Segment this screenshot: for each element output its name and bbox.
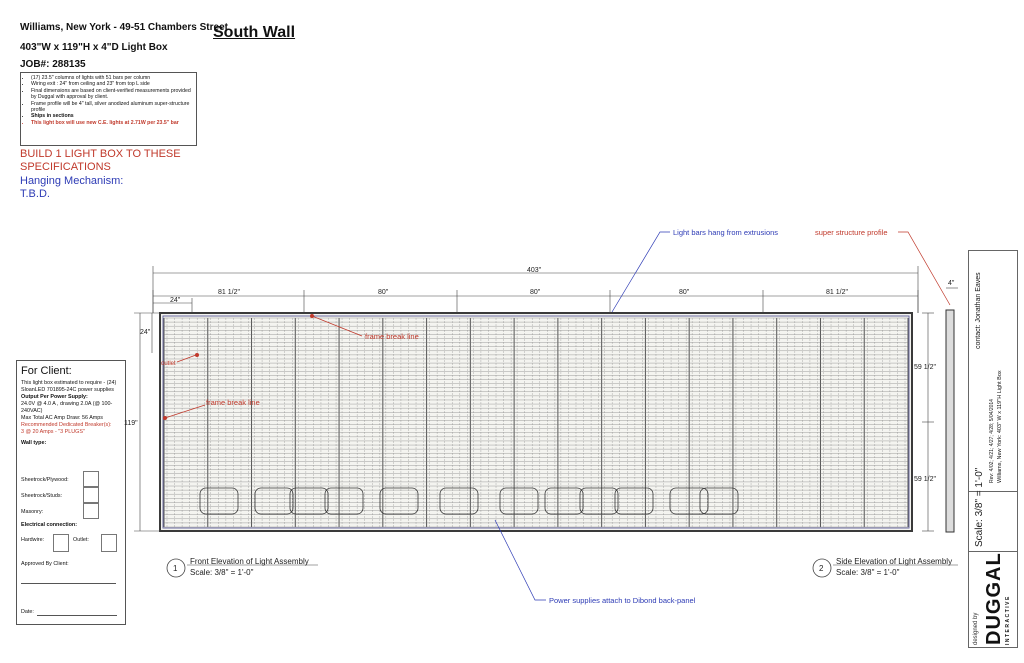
sheetrock-studs-label: Sheetrock/Studs:	[21, 493, 63, 499]
power-supplies-callout: Power supplies attach to Dibond back-pan…	[549, 596, 696, 605]
max-draw: Max Total AC Amp Draw: 56 Amps	[21, 415, 103, 421]
power-supply	[254, 487, 294, 515]
view-2-label: Side Elevation of Light Assembly	[836, 557, 952, 566]
view-2-scale: Scale: 3/8" = 1'-0"	[836, 568, 900, 577]
hanging-label: Hanging Mechanism:	[20, 175, 124, 187]
contact-name: contact: Jonathan Eaves	[975, 272, 982, 349]
date-line[interactable]	[37, 615, 117, 616]
hardwire-label: Hardwire:	[21, 537, 45, 543]
note-item: Ships in sections	[31, 113, 193, 119]
view-2-marker	[812, 558, 832, 578]
title-block-scale: Scale: 3/8" = 1'-0"	[974, 467, 985, 547]
light-box-frame	[159, 312, 913, 532]
power-supply	[579, 487, 619, 515]
output-label: Output Per Power Supply:	[21, 394, 88, 400]
view-1-marker	[166, 558, 186, 578]
client-approval-box: For Client: This light box estimated to …	[16, 360, 126, 625]
approved-label: Approved By Client:	[21, 561, 69, 567]
page-title: South Wall	[213, 24, 296, 41]
project-size: 403"W x 119"H x 4"D Light Box	[20, 42, 168, 53]
project-name: Williams, New York: 403" W x 119"H Light…	[997, 370, 1003, 483]
power-supply	[699, 487, 739, 515]
view-1-scale: Scale: 3/8" = 1'-0"	[190, 568, 254, 577]
light-bars-callout: Light bars hang from extrusions	[673, 228, 778, 237]
outlet-checkbox[interactable]	[101, 534, 117, 552]
view-2-number: 2	[819, 564, 824, 573]
power-supply	[199, 487, 239, 515]
job-number: JOB#: 288135	[20, 59, 86, 70]
hanging-mechanism: Hanging Mechanism: T.B.D.	[20, 175, 123, 201]
segment-4-label: 80"	[679, 289, 690, 296]
hardwire-checkbox[interactable]	[53, 534, 69, 552]
view-1-label: Front Elevation of Light Assembly	[190, 557, 309, 566]
sheetrock-plywood-label: Sheetrock/Plywood:	[21, 477, 69, 483]
note-item: This light box will use new C.E. lights …	[31, 120, 193, 126]
power-supplies	[199, 487, 739, 515]
project-location: Williams, New York - 49-51 Chambers Stre…	[20, 22, 228, 33]
hanging-value: T.B.D.	[20, 188, 50, 200]
power-supply	[669, 487, 709, 515]
output-value: 24.0V @ 4.0 A , drawing 2.0A (@ 100-240V…	[21, 401, 113, 414]
segment-3-label: 80"	[530, 289, 541, 296]
side-elevation-profile	[945, 309, 955, 533]
segment-2-label: 80"	[378, 289, 389, 296]
left-offset-label: 24"	[170, 297, 181, 304]
breakers-value: 3 @ 20 Amps - "3 PLUGS"	[21, 429, 85, 435]
wall-type-label: Wall type:	[21, 440, 47, 446]
power-supply	[379, 487, 419, 515]
top-offset-label: 24"	[140, 329, 151, 336]
super-structure-callout: super structure profile	[815, 228, 888, 237]
power-supply	[544, 487, 584, 515]
half-bottom-label: 59 1/2"	[914, 476, 936, 483]
date-label: Date:	[21, 609, 34, 615]
segment-5-label: 81 1/2"	[826, 289, 848, 296]
designed-by: designed by	[973, 612, 979, 645]
sheetrock-studs-checkbox[interactable]	[83, 487, 99, 503]
brand-subtitle: INTERACTIVE	[1005, 595, 1011, 645]
electrical-label: Electrical connection:	[21, 522, 78, 528]
note-item: Frame profile will be 4" tall, silver an…	[31, 101, 193, 114]
frame-break-callout-1: frame break line	[365, 332, 419, 341]
half-top-label: 59 1/2"	[914, 364, 936, 371]
power-supply	[614, 487, 654, 515]
breakers-label: Recommended Dedicated Breaker(s):	[21, 422, 112, 428]
outlet-callout: outlet	[161, 361, 176, 367]
view-1-number: 1	[173, 564, 178, 573]
power-supply	[499, 487, 539, 515]
note-item: Wiring exit : 24" from ceiling and 23" f…	[31, 81, 193, 87]
frame-break-callout-2: frame break line	[206, 398, 260, 407]
power-supply	[289, 487, 329, 515]
depth-label: 4"	[948, 280, 955, 287]
outlet-label: Outlet:	[73, 537, 89, 543]
segment-1-label: 81 1/2"	[218, 289, 240, 296]
spec-notes: (17) 23.5" columns of lights with 51 bar…	[20, 72, 197, 146]
light-bars	[164, 317, 908, 528]
masonry-checkbox[interactable]	[83, 503, 99, 519]
light-box-inner-frame	[162, 315, 910, 529]
revision-dates: Rev: 4/02; 4/21; 4/27; 4/28; 5/04/2014	[989, 399, 995, 483]
build-note: BUILD 1 LIGHT BOX TO THESE SPECIFICATION…	[20, 148, 181, 173]
brand-logo: DUGGAL	[983, 552, 1005, 645]
approval-signature-line[interactable]	[21, 583, 116, 584]
height-label: 119"	[124, 420, 138, 427]
client-title: For Client:	[21, 365, 72, 377]
note-item: Final dimensions are based on client-ver…	[31, 88, 193, 101]
sheetrock-plywood-checkbox[interactable]	[83, 471, 99, 487]
note-item: (17) 23.5" columns of lights with 51 bar…	[31, 75, 193, 81]
power-supply	[439, 487, 479, 515]
masonry-label: Masonry:	[21, 509, 44, 515]
light-columns	[163, 318, 909, 527]
title-block: designed by DUGGAL INTERACTIVE Scale: 3/…	[968, 250, 1018, 648]
power-supply	[324, 487, 364, 515]
client-intro: This light box estimated to require - (2…	[21, 380, 117, 393]
overall-width-label: 403"	[527, 267, 542, 274]
